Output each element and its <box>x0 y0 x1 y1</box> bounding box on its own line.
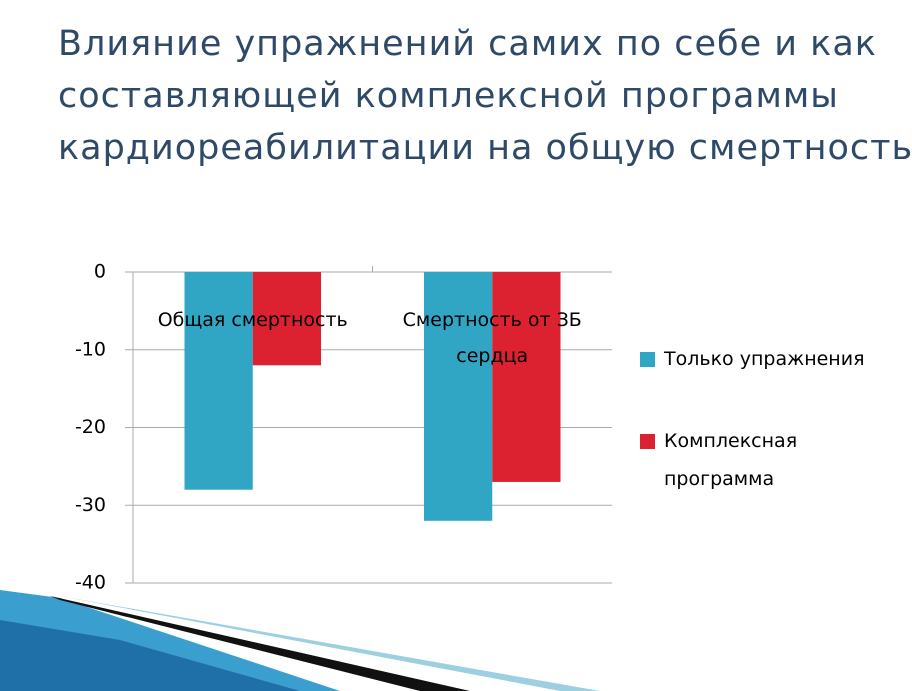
bar <box>252 272 322 366</box>
x-tick-label: Смертность от ЗБ сердца <box>402 309 582 367</box>
bar <box>423 272 493 521</box>
y-tick-label: -20 <box>75 416 106 438</box>
bar <box>184 272 253 490</box>
legend-label: Комплексная программа <box>664 430 798 490</box>
y-tick-label: -30 <box>75 494 106 516</box>
decoration <box>0 590 600 691</box>
bar <box>492 272 561 482</box>
legend-swatch <box>640 434 655 449</box>
y-tick-label: -40 <box>75 572 106 594</box>
legend-swatch <box>640 352 655 367</box>
legend-label: Только упражнения <box>664 348 865 370</box>
y-tick-label: -10 <box>75 338 106 360</box>
x-tick-label: Общая смертность <box>157 309 348 331</box>
y-tick-label: 0 <box>94 261 106 283</box>
slide-title: Влияние упражнений самих по себе и как с… <box>58 24 912 168</box>
